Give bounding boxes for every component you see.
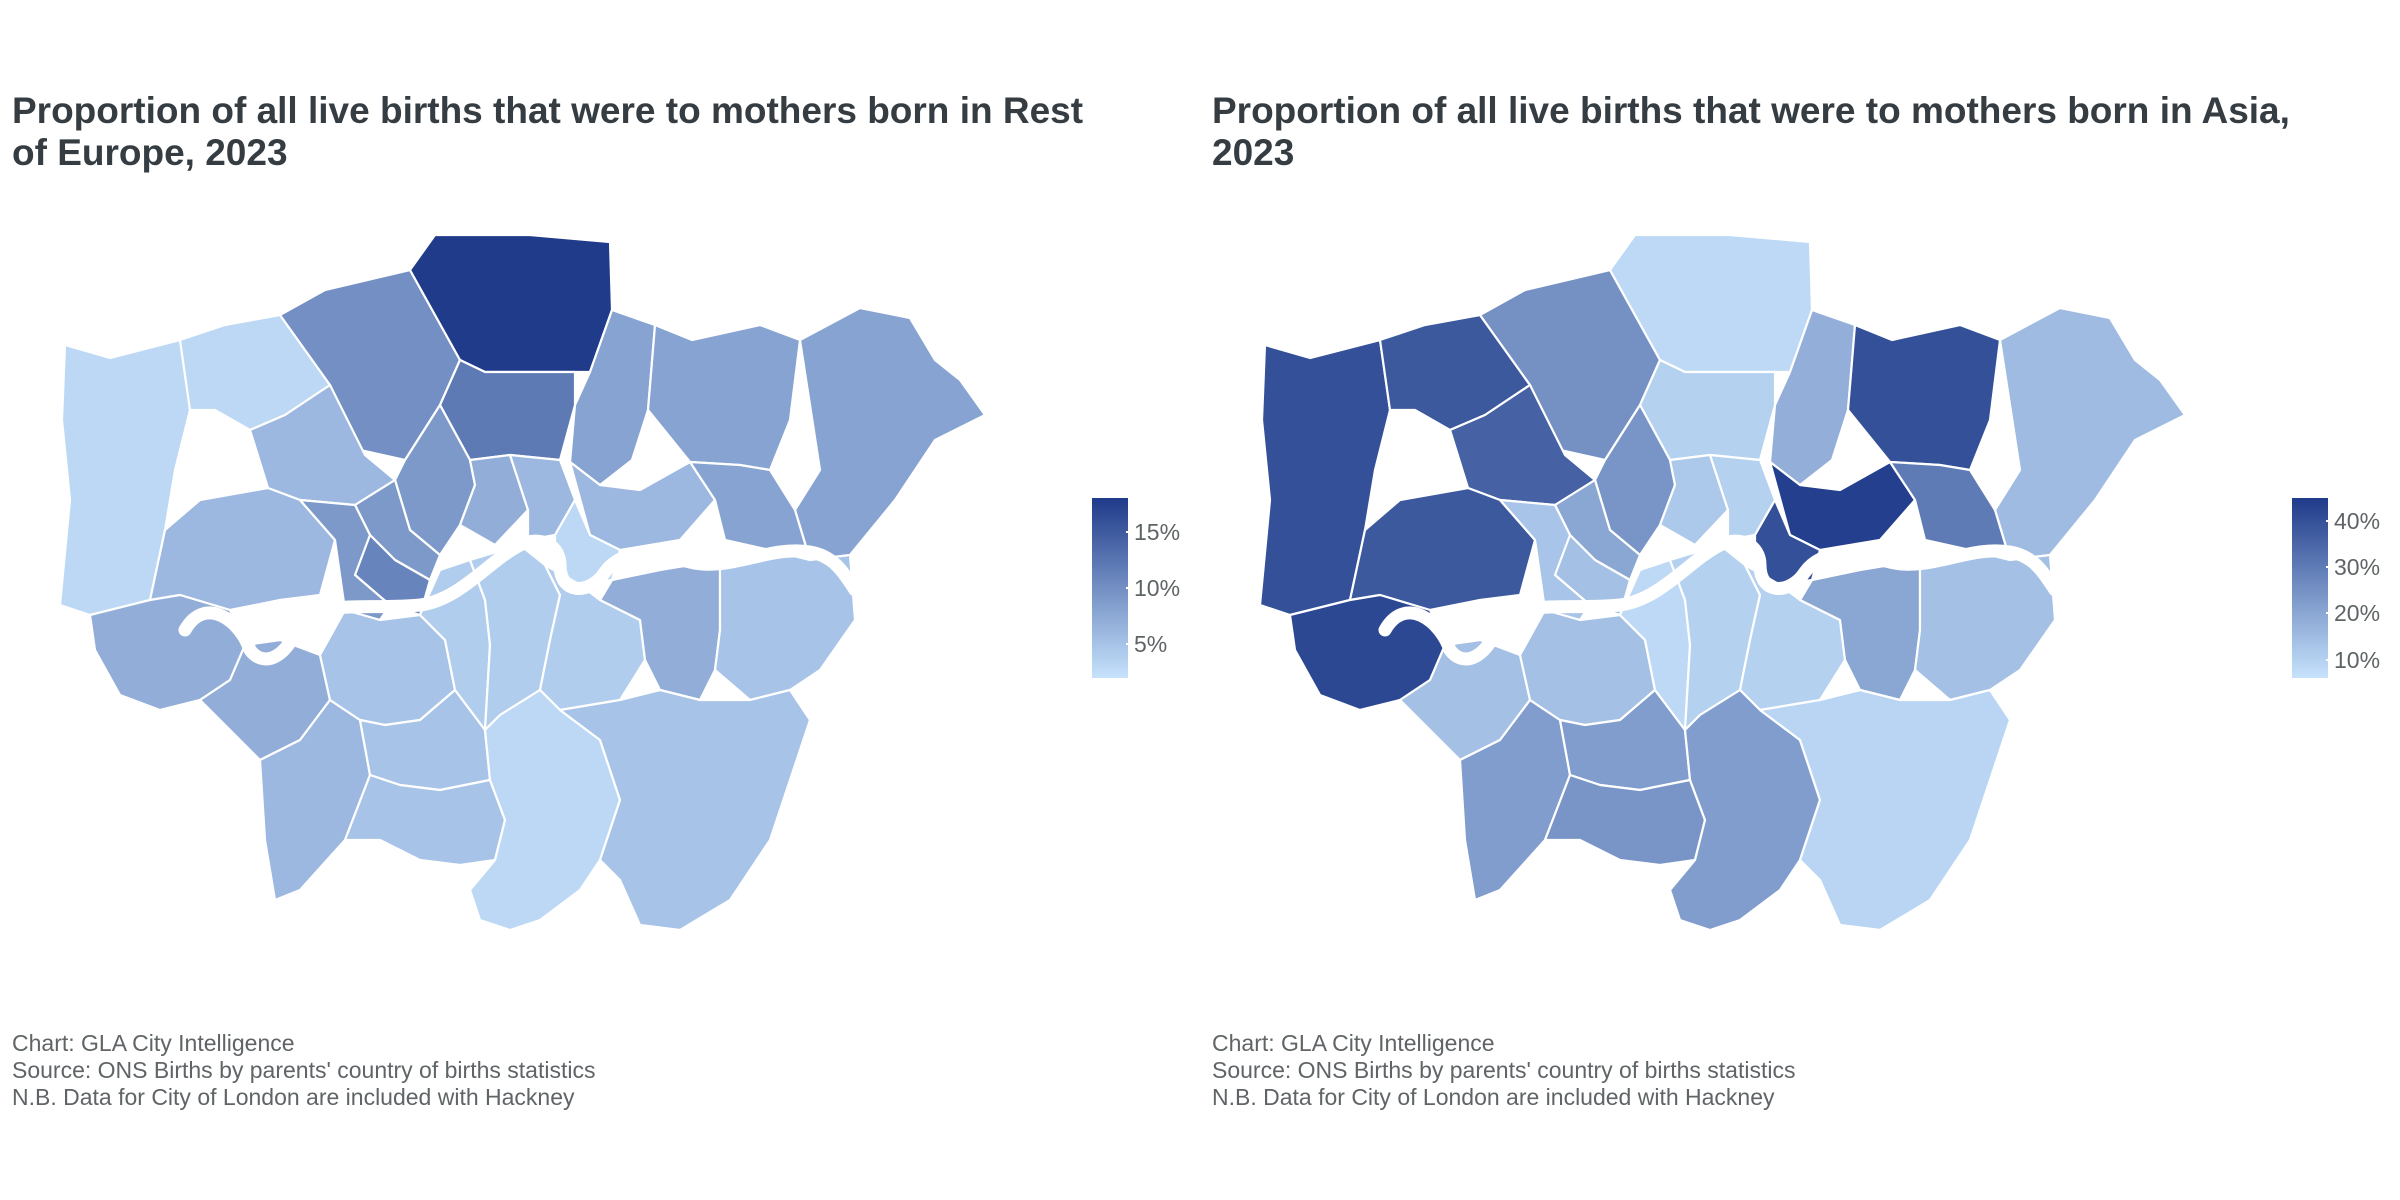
borough-havering [793, 306, 987, 562]
london-map [58, 233, 987, 932]
legend-tick-label: 10% [1125, 575, 1181, 601]
borough-bromley [1758, 688, 2012, 932]
legend-tick-label: 15% [1125, 518, 1181, 545]
chart-caption: Chart: GLA City Intelligence Source: ONS… [12, 1030, 595, 1111]
river-thames [1378, 534, 2062, 666]
legend-gradient-bar [2292, 498, 2328, 678]
caption-note: N.B. Data for City of London are include… [12, 1084, 575, 1110]
borough-waltham-forest [1768, 308, 1857, 487]
borough-greenwich [598, 558, 722, 702]
borough-sutton [1543, 773, 1707, 867]
borough-greenwich [1798, 558, 1922, 702]
legend-tick-label: 30% [2325, 554, 2381, 581]
legend-tick-label: 10% [2325, 646, 2381, 673]
map-panel-asia: Proportion of all live births that were … [1200, 0, 2400, 1200]
borough-croydon [1668, 688, 1822, 932]
map-panel-rest-of-europe: Proportion of all live births that were … [12, 90, 1180, 1111]
boroughs-group [58, 233, 987, 932]
boroughs-group [1258, 233, 2187, 932]
borough-lewisham [1738, 563, 1847, 712]
caption-note: N.B. Data for City of London are include… [1212, 1084, 1775, 1110]
legend-tick-label: 5% [1125, 631, 1168, 658]
color-legend: 5% 10% 15% [1092, 498, 1252, 678]
london-map [1258, 233, 2187, 932]
borough-havering [1993, 306, 2187, 562]
borough-redbridge [646, 323, 802, 472]
legend-tick-label: 40% [2325, 508, 2381, 535]
caption-source: Source: ONS Births by parents' country o… [12, 1057, 596, 1083]
borough-bromley [558, 688, 812, 932]
legend-gradient-bar [1092, 498, 1128, 678]
river-thames [178, 534, 862, 666]
borough-redbridge [1846, 323, 2002, 472]
borough-sutton [343, 773, 507, 867]
borough-bexley [1913, 548, 2057, 702]
caption-credit: Chart: GLA City Intelligence [12, 1030, 295, 1056]
borough-bexley [713, 548, 857, 702]
chart-title: Proportion of all live births that were … [12, 90, 1084, 173]
caption-credit: Chart: GLA City Intelligence [1212, 1030, 1495, 1056]
color-legend: 10% 20% 30% 40% [2292, 498, 2400, 678]
chart-title: Proportion of all live births that were … [1212, 90, 2290, 173]
legend-tick-label: 20% [2325, 600, 2381, 627]
borough-croydon [468, 688, 622, 932]
borough-lewisham [538, 563, 647, 712]
caption-source: Source: ONS Births by parents' country o… [1212, 1057, 1796, 1083]
chart-caption: Chart: GLA City Intelligence Source: ONS… [1212, 1030, 1795, 1111]
borough-waltham-forest [568, 308, 657, 487]
